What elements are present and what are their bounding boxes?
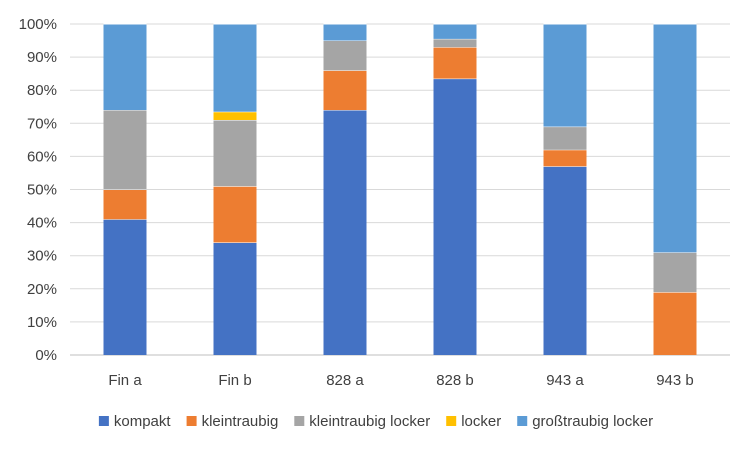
bar-segment-kleintraubig-Fin-a xyxy=(103,189,147,220)
y-tick-label: 50% xyxy=(27,182,57,199)
legend-label: kompakt xyxy=(114,413,172,430)
x-tick-label: Fin a xyxy=(108,372,142,389)
bar-segment-großtraubig-locker-Fin-a xyxy=(103,24,147,111)
y-tick-label: 30% xyxy=(27,248,57,265)
bar-segment-kompakt-Fin-a xyxy=(103,219,147,355)
legend-swatch xyxy=(186,416,197,426)
y-tick-label: 80% xyxy=(27,82,57,99)
legend-label: kleintraubig xyxy=(202,413,279,430)
y-tick-label: 70% xyxy=(27,115,57,132)
y-tick-label: 90% xyxy=(27,49,57,66)
bar-segment-großtraubig-locker-828-b xyxy=(433,24,477,39)
bar-segment-kleintraubig-locker-828-b xyxy=(433,38,477,48)
legend-label: großtraubig locker xyxy=(532,413,653,430)
bar-segment-kompakt-Fin-b xyxy=(213,242,257,355)
bar-segment-kompakt-943-a xyxy=(543,166,587,355)
bar-segment-kleintraubig-locker-Fin-a xyxy=(103,110,147,190)
y-tick-label: 0% xyxy=(35,347,57,364)
x-tick-label: 828 a xyxy=(326,372,364,389)
bar-segment-kompakt-828-a xyxy=(323,110,367,355)
bar-segment-kleintraubig-locker-943-b xyxy=(653,252,697,293)
legend: kompakt kleintraubig kleintraubig locker lo… xyxy=(98,413,653,430)
legend-label: locker xyxy=(461,413,501,430)
y-axis-tick-labels: 0% 10% 20% 30% 40% 50% 60% 70% 80% 90% 100% xyxy=(19,16,57,364)
bar-segment-kleintraubig-locker-828-a xyxy=(323,40,367,71)
bar-segments xyxy=(103,23,697,356)
legend-label: kleintraubig locker xyxy=(309,413,430,430)
bar-segment-kleintraubig-828-a xyxy=(323,70,367,111)
y-tick-label: 40% xyxy=(27,215,57,232)
bar-segment-großtraubig-locker-Fin-b xyxy=(213,24,257,112)
bar-segment-kleintraubig-locker-Fin-b xyxy=(213,119,257,187)
y-tick-label: 10% xyxy=(27,314,57,331)
y-tick-label: 100% xyxy=(19,16,57,33)
bar-segment-kleintraubig-Fin-b xyxy=(213,186,257,243)
y-tick-label: 20% xyxy=(27,281,57,298)
x-tick-label: Fin b xyxy=(218,372,251,389)
bar-segment-kleintraubig-943-b xyxy=(653,292,697,355)
bar-segment-kompakt-828-b xyxy=(433,78,477,356)
x-tick-label: 828 b xyxy=(436,372,474,389)
bar-segment-großtraubig-locker-828-a xyxy=(323,24,367,41)
y-tick-label: 60% xyxy=(27,148,57,165)
bar-segment-großtraubig-locker-943-a xyxy=(543,24,587,127)
legend-swatch xyxy=(294,416,305,426)
bar-segment-kleintraubig-locker-943-a xyxy=(543,126,587,150)
legend-swatch xyxy=(517,416,528,426)
gridlines xyxy=(70,23,730,356)
x-tick-label: 943 a xyxy=(546,372,584,389)
bar-segment-kleintraubig-828-b xyxy=(433,47,477,79)
bar-segment-großtraubig-locker-943-b xyxy=(653,24,697,253)
x-tick-label: 943 b xyxy=(656,372,694,389)
bar-segment-kleintraubig-943-a xyxy=(543,149,587,167)
legend-swatch xyxy=(98,416,109,426)
bar-segment-locker-Fin-b xyxy=(213,111,257,120)
x-axis-tick-labels: Fin a Fin b 828 a 828 b 943 a 943 b xyxy=(108,372,693,389)
legend-swatch xyxy=(446,416,457,426)
